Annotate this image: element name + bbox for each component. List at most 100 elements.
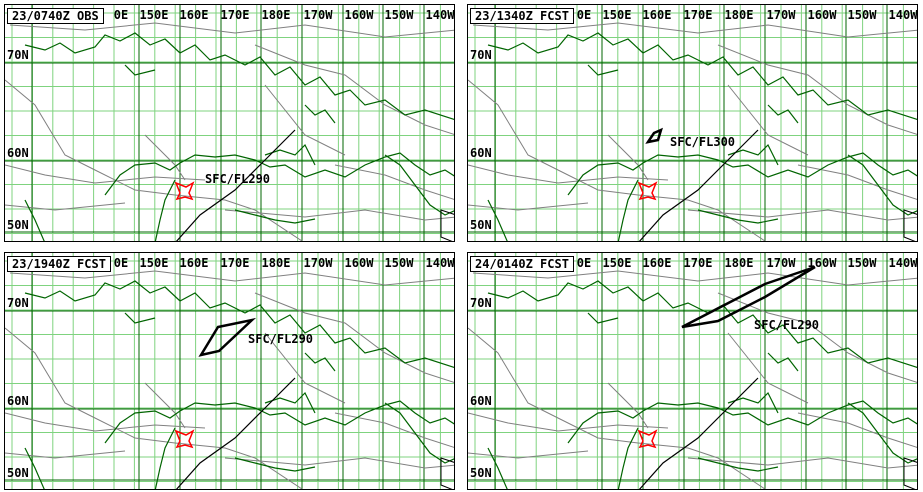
boundary-line bbox=[254, 44, 454, 135]
latitude-label: 60N bbox=[470, 146, 492, 160]
ash-area-label: SFC/FL290 bbox=[754, 318, 820, 332]
boundary-line bbox=[468, 412, 669, 432]
boundary-line bbox=[9, 22, 454, 38]
boundary-line bbox=[5, 327, 303, 489]
longitude-label: 170E bbox=[220, 8, 250, 22]
trajectory-line bbox=[175, 129, 296, 241]
longitude-label: 170E bbox=[683, 8, 713, 22]
longitude-label: 160W bbox=[807, 256, 837, 270]
longitude-label: 150E bbox=[602, 8, 632, 22]
trajectory-line bbox=[175, 377, 296, 489]
inset-box bbox=[440, 457, 454, 489]
longitude-label: 180E bbox=[261, 256, 291, 270]
inset-box bbox=[903, 457, 917, 489]
boundary-line bbox=[5, 202, 126, 211]
map-panel-4: 24/0140Z FCST SFC/FL290 0E 150E 160E 170E 18… bbox=[467, 252, 918, 490]
latitude-label: 50N bbox=[470, 218, 492, 232]
boundary-line bbox=[144, 382, 186, 429]
map-background bbox=[5, 5, 454, 241]
latitude-label: 60N bbox=[7, 394, 29, 408]
map-layers bbox=[468, 253, 917, 489]
latitude-label: 50N bbox=[470, 466, 492, 480]
boundary-line bbox=[717, 292, 917, 383]
ash-cloud-polygon bbox=[681, 265, 816, 329]
longitude-label: 160E bbox=[179, 8, 209, 22]
longitude-label: 0E bbox=[576, 8, 592, 22]
longitude-label: 140W bbox=[888, 256, 918, 270]
latitude-label: 70N bbox=[7, 296, 29, 310]
longitude-label: 180E bbox=[261, 8, 291, 22]
coastline bbox=[697, 209, 779, 224]
boundary-line bbox=[607, 382, 649, 429]
map-layers bbox=[468, 5, 917, 241]
longitude-label: 180E bbox=[724, 8, 754, 22]
inset-box bbox=[440, 209, 454, 241]
longitude-label: 170E bbox=[220, 256, 250, 270]
longitude-label: 0E bbox=[576, 256, 592, 270]
longitude-label: 150E bbox=[139, 256, 169, 270]
boundary-line bbox=[607, 134, 649, 181]
coastline bbox=[767, 352, 799, 372]
boundary-line bbox=[264, 332, 346, 404]
map-background bbox=[468, 5, 917, 241]
boundary-line bbox=[727, 332, 809, 404]
coastline bbox=[124, 64, 156, 76]
longitude-label: 170W bbox=[303, 8, 333, 22]
longitude-label: 160E bbox=[642, 8, 672, 22]
volcano-icon bbox=[637, 429, 658, 449]
boundary-line bbox=[468, 79, 766, 241]
boundary-line bbox=[144, 134, 186, 181]
map-background bbox=[468, 253, 917, 489]
boundary-line bbox=[224, 457, 454, 469]
coastline bbox=[617, 179, 639, 241]
coastline bbox=[304, 104, 336, 124]
ash-area-label: SFC/FL290 bbox=[205, 172, 271, 186]
longitude-label: 160E bbox=[179, 256, 209, 270]
coastline bbox=[24, 32, 454, 120]
coastline bbox=[487, 447, 508, 489]
coastline bbox=[847, 402, 917, 464]
coastline bbox=[384, 402, 454, 464]
coastline bbox=[384, 154, 454, 216]
boundary-line bbox=[254, 292, 454, 383]
longitude-label: 170W bbox=[766, 256, 796, 270]
boundary-line bbox=[797, 164, 917, 200]
coastline bbox=[234, 457, 316, 472]
coastline bbox=[587, 312, 619, 324]
longitude-label: 150W bbox=[847, 256, 877, 270]
coastline bbox=[24, 199, 45, 241]
boundary-line bbox=[797, 412, 917, 448]
boundary-line bbox=[472, 22, 917, 38]
volcano-icon bbox=[174, 181, 195, 201]
longitude-label: 150W bbox=[847, 8, 877, 22]
boundary-line bbox=[468, 450, 589, 459]
latitude-label: 60N bbox=[7, 146, 29, 160]
latitude-label: 70N bbox=[7, 48, 29, 62]
trajectory-line bbox=[638, 129, 759, 241]
coastline bbox=[104, 400, 454, 444]
latitude-label: 60N bbox=[470, 394, 492, 408]
boundary-line bbox=[687, 209, 917, 221]
coastline bbox=[847, 154, 917, 216]
longitude-label: 160W bbox=[344, 256, 374, 270]
time-label: 23/1940Z FCST bbox=[7, 256, 111, 272]
coastline bbox=[264, 391, 316, 414]
coastline bbox=[487, 32, 917, 120]
coastline bbox=[767, 104, 799, 124]
longitude-label: 140W bbox=[888, 8, 918, 22]
boundary-line bbox=[687, 457, 917, 469]
longitude-label: 140W bbox=[425, 8, 455, 22]
time-label: 24/0140Z FCST bbox=[470, 256, 574, 272]
ash-cloud-polygon bbox=[645, 127, 663, 144]
longitude-label: 170W bbox=[303, 256, 333, 270]
boundary-line bbox=[5, 412, 206, 432]
coastline bbox=[234, 209, 316, 224]
longitude-label: 150E bbox=[602, 256, 632, 270]
coastline bbox=[727, 391, 779, 414]
volcano-icon bbox=[174, 429, 195, 449]
ash-cloud-polygon bbox=[198, 317, 257, 357]
longitude-label: 160W bbox=[807, 8, 837, 22]
time-label: 23/1340Z FCST bbox=[470, 8, 574, 24]
coastline bbox=[154, 427, 176, 489]
boundary-line bbox=[9, 270, 454, 286]
